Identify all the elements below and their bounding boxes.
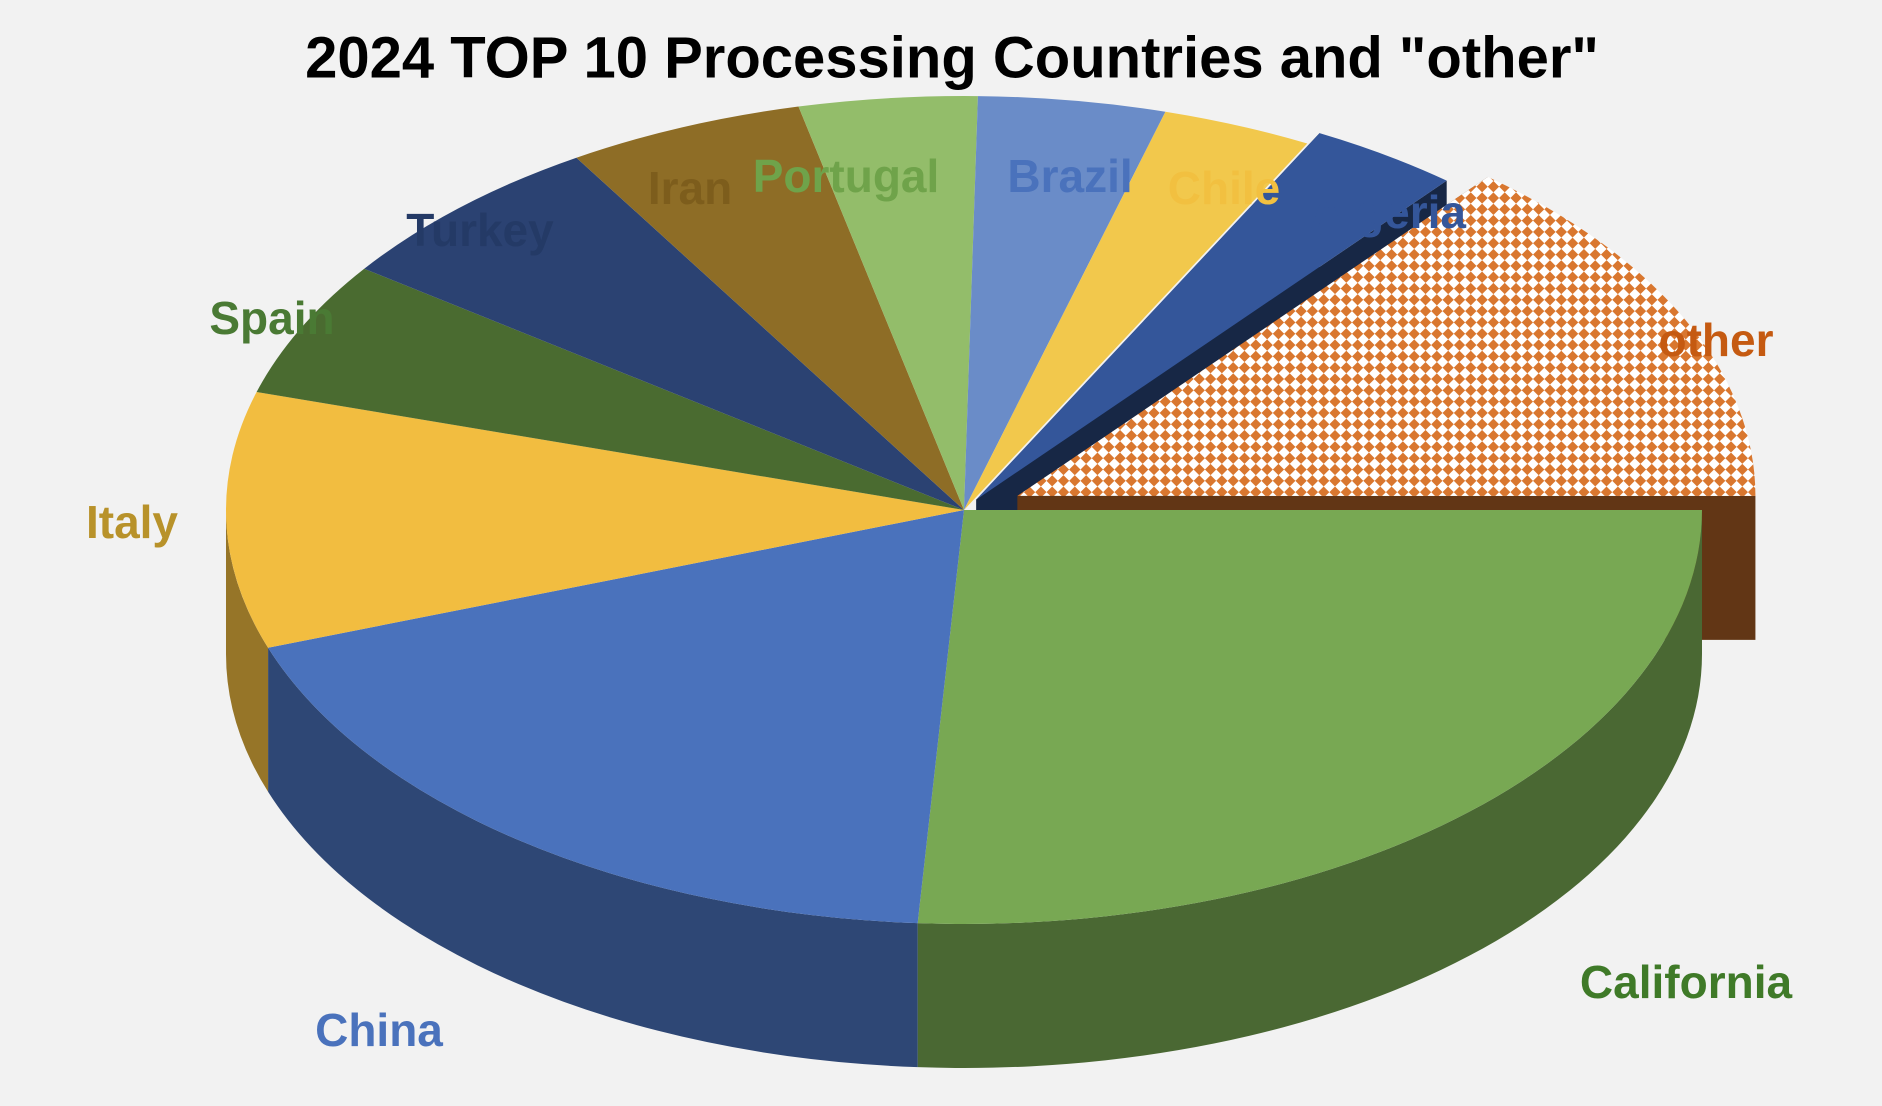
slice-side <box>917 510 1702 1068</box>
slice-label: China <box>315 1004 443 1056</box>
slice-side <box>268 647 918 1068</box>
pie-slice <box>256 268 964 510</box>
pie-slice <box>364 157 965 510</box>
pie-slice <box>917 510 1702 924</box>
pie-slice <box>268 510 964 924</box>
pie-slice <box>576 106 964 511</box>
slice-label: Spain <box>209 292 334 344</box>
slice-label: other <box>1659 314 1774 366</box>
slice-label: Turkey <box>406 204 554 256</box>
slice-label: Algeria <box>1310 186 1466 238</box>
slice-label: Brazil <box>1007 150 1132 202</box>
slice-label: Portugal <box>753 150 940 202</box>
pie-slice <box>226 392 965 648</box>
pie-slice <box>964 96 1166 510</box>
pie-slice <box>976 133 1447 500</box>
slice-label: Chile <box>1168 162 1280 214</box>
slice-side <box>226 510 269 792</box>
slice-label: California <box>1580 956 1793 1008</box>
pie-slice <box>964 111 1308 510</box>
slice-label: Italy <box>86 496 178 548</box>
slice-label: Iran <box>648 162 732 214</box>
pie-slice <box>1017 176 1756 496</box>
pie-slice <box>798 96 978 510</box>
chart-title: 2024 TOP 10 Processing Countries and "ot… <box>305 25 1599 90</box>
